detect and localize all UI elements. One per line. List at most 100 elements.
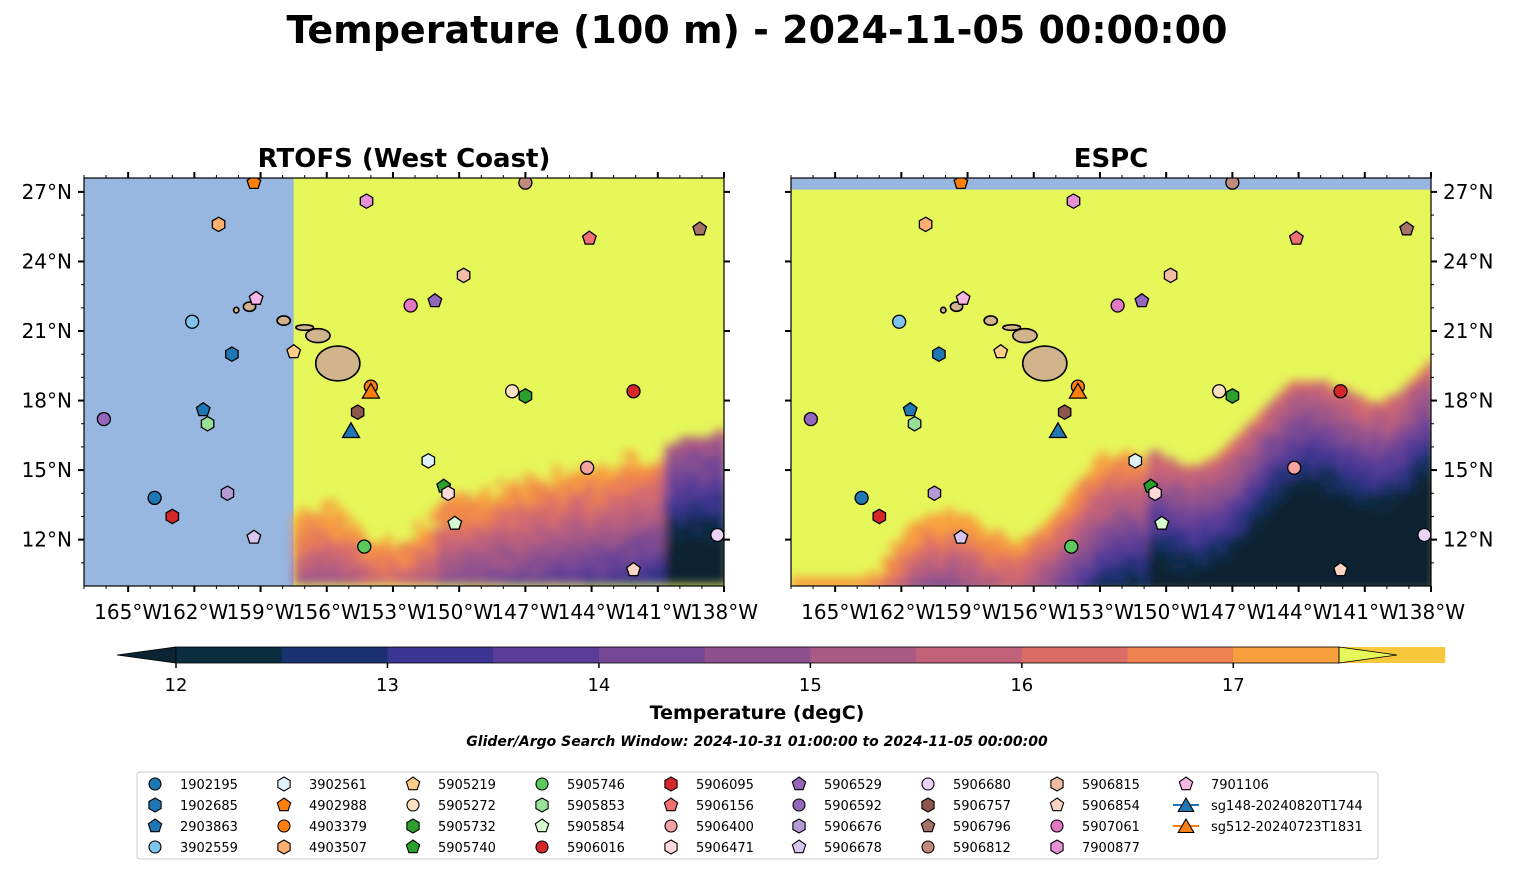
temperature-cell — [1358, 563, 1366, 571]
temperature-cell — [1274, 451, 1282, 459]
temperature-cell — [699, 486, 708, 494]
float-marker-5906815 — [1163, 267, 1178, 284]
temperature-cell — [1302, 479, 1310, 487]
temperature-cell — [1218, 514, 1226, 522]
temperature-cell — [699, 577, 708, 585]
temperature-cell — [1309, 402, 1317, 410]
legend-label: sg512-20240723T1831 — [1211, 820, 1363, 835]
temperature-cell — [1211, 570, 1219, 578]
temperature-cell — [1120, 451, 1128, 459]
temperature-cell — [699, 500, 708, 508]
temperature-cell — [1225, 535, 1233, 543]
temperature-cell — [629, 542, 638, 550]
temperature-cell — [559, 507, 568, 515]
float-marker-5906471 — [1148, 485, 1162, 502]
temperature-cell — [1428, 500, 1431, 508]
temperature-cell — [685, 521, 694, 529]
legend-label: 5905853 — [567, 799, 625, 814]
temperature-cell — [671, 465, 680, 473]
temperature-cell — [692, 458, 701, 466]
temperature-cell — [1309, 486, 1317, 494]
temperature-cell — [1008, 584, 1016, 586]
temperature-cell — [987, 570, 995, 578]
legend-entry-1902685: 1902685 — [148, 797, 238, 814]
temperature-cell — [1050, 542, 1058, 550]
temperature-cell — [1281, 388, 1289, 396]
temperature-cell — [1288, 486, 1296, 494]
temperature-cell — [1127, 500, 1135, 508]
temperature-cell — [349, 570, 358, 578]
temperature-cell — [1127, 521, 1135, 529]
temperature-cell — [959, 549, 967, 557]
island — [1011, 327, 1038, 344]
temperature-cell — [1330, 423, 1338, 431]
temperature-cell — [650, 570, 659, 578]
temperature-cell — [622, 535, 631, 543]
temperature-cell — [1239, 584, 1247, 586]
legend-marker — [535, 840, 549, 854]
temperature-cell — [678, 507, 687, 515]
temperature-cell — [1225, 542, 1233, 550]
temperature-cell — [300, 528, 309, 536]
temperature-cell — [510, 535, 519, 543]
temperature-cell — [1358, 416, 1366, 424]
temperature-cell — [300, 549, 309, 557]
temperature-cell — [1001, 549, 1009, 557]
temperature-cell — [1407, 577, 1415, 585]
temperature-cell — [945, 507, 953, 515]
glider-marker-sg512-20240723T1831 — [1068, 382, 1088, 399]
colorbar-bin — [810, 647, 917, 663]
temperature-cell — [1225, 472, 1233, 480]
temperature-cell — [720, 444, 724, 452]
temperature-cell — [1162, 584, 1170, 586]
temperature-cell — [1267, 465, 1275, 473]
legend-label: 2903863 — [180, 820, 238, 835]
temperature-cell — [959, 521, 967, 529]
temperature-cell — [1400, 570, 1408, 578]
temperature-cell — [1169, 521, 1177, 529]
temperature-cell — [1267, 521, 1275, 529]
temperature-cell — [1141, 556, 1149, 564]
temperature-cell — [475, 570, 484, 578]
temperature-cell — [1113, 556, 1121, 564]
temperature-cell — [1267, 472, 1275, 480]
temperature-cell — [685, 479, 694, 487]
temperature-cell — [713, 430, 722, 438]
temperature-cell — [713, 444, 722, 452]
temperature-cell — [559, 577, 568, 585]
temperature-cell — [1078, 500, 1086, 508]
temperature-cell — [629, 451, 638, 459]
temperature-cell — [1204, 563, 1212, 571]
temperature-cell — [1274, 409, 1282, 417]
temperature-cell — [517, 535, 526, 543]
temperature-cell — [1246, 444, 1254, 452]
temperature-cell — [1414, 458, 1422, 466]
temperature-cell — [1120, 514, 1128, 522]
temperature-cell — [1344, 528, 1352, 536]
temperature-cell — [1344, 395, 1352, 403]
temperature-cell — [622, 528, 631, 536]
temperature-cell — [1183, 493, 1191, 501]
temperature-cell — [1008, 563, 1016, 571]
temperature-cell — [1337, 528, 1345, 536]
temperature-cell — [405, 570, 414, 578]
temperature-cell — [594, 500, 603, 508]
x-tick-label: 144°W — [558, 600, 626, 624]
temperature-cell — [1288, 507, 1296, 515]
temperature-cell — [882, 563, 890, 571]
temperature-cell — [1169, 577, 1177, 585]
temperature-cell — [1309, 493, 1317, 501]
temperature-cell — [1351, 514, 1359, 522]
temperature-cell — [973, 528, 981, 536]
temperature-cell — [1267, 479, 1275, 487]
y-tick-label: 12°N — [1443, 528, 1493, 552]
float-marker-5906016 — [626, 384, 641, 399]
temperature-cell — [1309, 549, 1317, 557]
temperature-cell — [1323, 500, 1331, 508]
temperature-cell — [643, 528, 652, 536]
temperature-cell — [1232, 542, 1240, 550]
temperature-cell — [454, 542, 463, 550]
temperature-cell — [615, 577, 624, 585]
temperature-cell — [580, 521, 589, 529]
temperature-cell — [1099, 549, 1107, 557]
